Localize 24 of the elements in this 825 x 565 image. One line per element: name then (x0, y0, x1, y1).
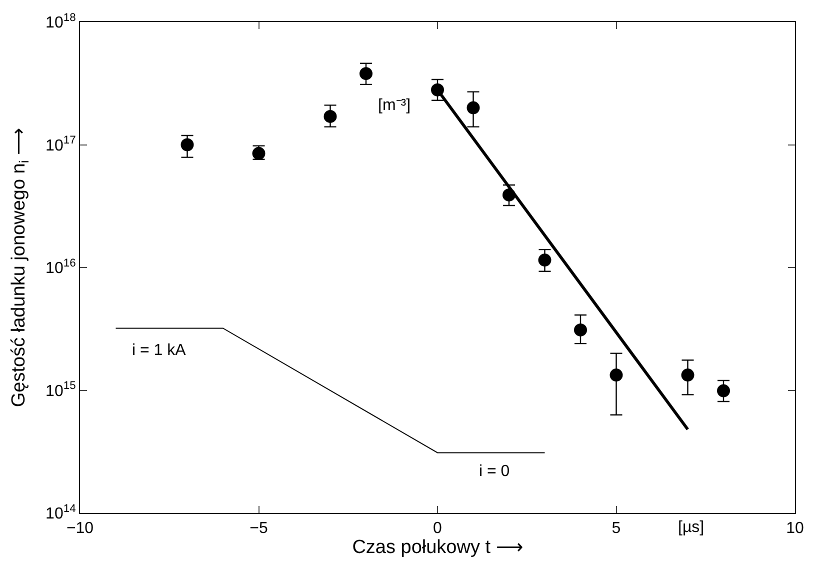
point (180, 138, 194, 152)
point (538, 254, 552, 267)
point (717, 384, 730, 398)
x-axis-title: Czas połukowy t ⟶ (352, 537, 523, 558)
x-tick-label: 10 (786, 520, 804, 538)
point (681, 368, 694, 382)
annotation: i = 1 kA (132, 342, 186, 359)
point (574, 323, 587, 336)
x-tick-label: −10 (66, 520, 94, 538)
annotation: [m⁻³] (378, 97, 411, 114)
point (324, 110, 337, 123)
y-tick-label: 10$^{16}$ (46, 257, 76, 278)
y-tick-label: 10$^{18}$ (46, 12, 76, 32)
x-tick-label: −5 (250, 520, 268, 538)
x-tick-label: 5 (612, 520, 621, 538)
point (610, 368, 623, 382)
point (466, 101, 480, 114)
point (360, 67, 372, 80)
y-tick-label: 10$^{15}$ (46, 380, 76, 400)
y-tick-label: 10$^{17}$ (46, 134, 76, 154)
y-tick-label: 10$^{14}$ (46, 502, 76, 523)
annotation: i = 0 (479, 463, 510, 480)
text: [µs] (678, 519, 704, 536)
x-tick-label: 0 (433, 520, 442, 538)
